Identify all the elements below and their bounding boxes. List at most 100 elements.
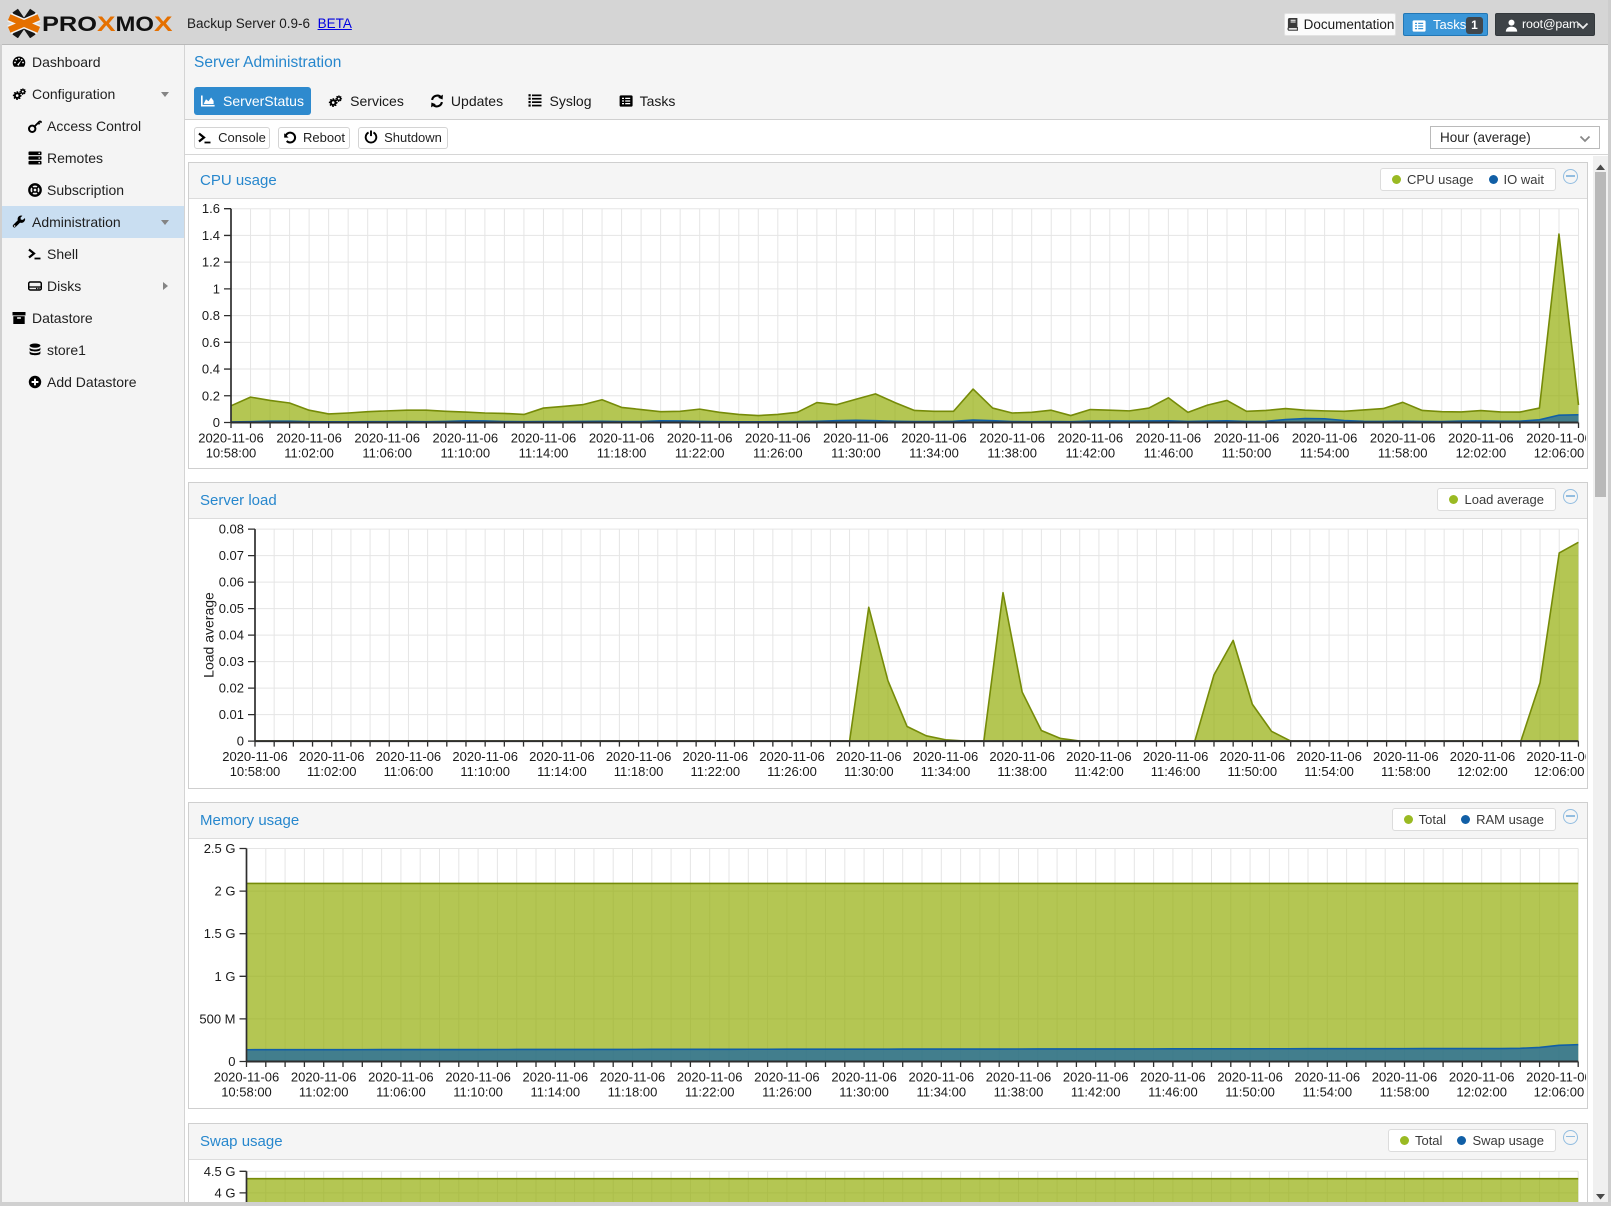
svg-text:11:10:00: 11:10:00	[453, 1085, 503, 1100]
svg-text:0: 0	[228, 1054, 235, 1069]
svg-text:2020-11-06: 2020-11-06	[667, 431, 733, 446]
svg-text:10:58:00: 10:58:00	[221, 1085, 272, 1100]
svg-text:10:58:00: 10:58:00	[206, 446, 257, 461]
svg-text:12:06:00: 12:06:00	[1534, 764, 1585, 779]
svg-text:2020-11-06: 2020-11-06	[989, 749, 1055, 764]
svg-text:2 G: 2 G	[215, 884, 236, 899]
svg-text:11:14:00: 11:14:00	[530, 1085, 580, 1100]
svg-text:11:02:00: 11:02:00	[307, 764, 357, 779]
svg-text:11:02:00: 11:02:00	[299, 1085, 349, 1100]
svg-text:2020-11-06: 2020-11-06	[1295, 1070, 1361, 1085]
svg-text:0.07: 0.07	[219, 548, 244, 563]
svg-text:11:06:00: 11:06:00	[362, 446, 412, 461]
svg-text:11:30:00: 11:30:00	[839, 1085, 889, 1100]
svg-text:0: 0	[237, 734, 244, 749]
svg-text:0.4: 0.4	[202, 362, 220, 377]
svg-text:11:06:00: 11:06:00	[376, 1085, 426, 1100]
svg-text:2020-11-06: 2020-11-06	[1373, 749, 1439, 764]
svg-text:2020-11-06: 2020-11-06	[1370, 431, 1436, 446]
svg-text:2020-11-06: 2020-11-06	[433, 431, 499, 446]
svg-text:0.01: 0.01	[219, 707, 244, 722]
svg-text:11:02:00: 11:02:00	[284, 446, 334, 461]
svg-text:12:06:00: 12:06:00	[1534, 1085, 1585, 1100]
svg-text:11:26:00: 11:26:00	[762, 1085, 812, 1100]
svg-text:500 M: 500 M	[199, 1011, 235, 1026]
svg-text:11:46:00: 11:46:00	[1148, 1085, 1198, 1100]
svg-text:2020-11-06: 2020-11-06	[1526, 1070, 1586, 1085]
svg-text:PRO: PRO	[42, 12, 97, 36]
svg-text:X: X	[97, 12, 116, 36]
svg-text:2020-11-06: 2020-11-06	[831, 1070, 897, 1085]
svg-text:2020-11-06: 2020-11-06	[600, 1070, 666, 1085]
svg-text:11:22:00: 11:22:00	[690, 764, 740, 779]
svg-text:1.5 G: 1.5 G	[204, 926, 236, 941]
svg-text:0: 0	[213, 415, 220, 430]
svg-text:2020-11-06: 2020-11-06	[523, 1070, 589, 1085]
svg-text:4.5 G: 4.5 G	[204, 1163, 236, 1178]
svg-text:1 G: 1 G	[215, 969, 236, 984]
svg-text:11:42:00: 11:42:00	[1071, 1085, 1121, 1100]
svg-text:2020-11-06: 2020-11-06	[1220, 749, 1286, 764]
svg-text:2020-11-06: 2020-11-06	[368, 1070, 434, 1085]
svg-text:MO: MO	[116, 12, 155, 36]
svg-text:2020-11-06: 2020-11-06	[198, 431, 264, 446]
svg-text:1.2: 1.2	[202, 255, 220, 270]
svg-text:2020-11-06: 2020-11-06	[901, 431, 967, 446]
svg-text:2020-11-06: 2020-11-06	[1372, 1070, 1438, 1085]
svg-text:11:18:00: 11:18:00	[614, 764, 664, 779]
svg-text:2020-11-06: 2020-11-06	[1450, 749, 1516, 764]
svg-text:11:54:00: 11:54:00	[1300, 446, 1350, 461]
svg-text:1.4: 1.4	[202, 228, 220, 243]
svg-text:2020-11-06: 2020-11-06	[683, 749, 749, 764]
svg-text:11:10:00: 11:10:00	[440, 446, 490, 461]
svg-text:1.6: 1.6	[202, 201, 220, 216]
svg-text:2020-11-06: 2020-11-06	[1136, 431, 1202, 446]
svg-text:2020-11-06: 2020-11-06	[754, 1070, 820, 1085]
svg-text:11:54:00: 11:54:00	[1302, 1085, 1352, 1100]
svg-text:11:18:00: 11:18:00	[608, 1085, 658, 1100]
svg-text:11:06:00: 11:06:00	[384, 764, 434, 779]
svg-text:0.04: 0.04	[219, 628, 244, 643]
svg-text:2020-11-06: 2020-11-06	[354, 431, 420, 446]
svg-text:11:38:00: 11:38:00	[994, 1085, 1044, 1100]
svg-text:12:02:00: 12:02:00	[1456, 1085, 1507, 1100]
svg-text:2020-11-06: 2020-11-06	[589, 431, 655, 446]
svg-text:11:58:00: 11:58:00	[1380, 1085, 1430, 1100]
svg-text:11:38:00: 11:38:00	[987, 446, 1037, 461]
svg-text:2020-11-06: 2020-11-06	[909, 1070, 975, 1085]
svg-text:1: 1	[213, 281, 220, 296]
svg-text:11:54:00: 11:54:00	[1304, 764, 1354, 779]
svg-text:11:10:00: 11:10:00	[460, 764, 510, 779]
svg-text:2020-11-06: 2020-11-06	[1063, 1070, 1129, 1085]
svg-text:0.2: 0.2	[202, 388, 220, 403]
svg-text:2020-11-06: 2020-11-06	[376, 749, 442, 764]
svg-text:11:50:00: 11:50:00	[1222, 446, 1272, 461]
svg-text:11:46:00: 11:46:00	[1144, 446, 1194, 461]
svg-text:2020-11-06: 2020-11-06	[299, 749, 365, 764]
svg-text:0.08: 0.08	[219, 522, 244, 537]
svg-text:2020-11-06: 2020-11-06	[445, 1070, 511, 1085]
svg-text:11:22:00: 11:22:00	[675, 446, 725, 461]
svg-text:2.5 G: 2.5 G	[204, 841, 236, 856]
svg-text:X: X	[154, 12, 173, 36]
svg-text:2020-11-06: 2020-11-06	[276, 431, 342, 446]
svg-text:2020-11-06: 2020-11-06	[529, 749, 595, 764]
svg-text:2020-11-06: 2020-11-06	[1143, 749, 1209, 764]
svg-text:2020-11-06: 2020-11-06	[836, 749, 902, 764]
svg-text:2020-11-06: 2020-11-06	[1217, 1070, 1283, 1085]
svg-text:2020-11-06: 2020-11-06	[452, 749, 518, 764]
svg-text:2020-11-06: 2020-11-06	[986, 1070, 1052, 1085]
svg-text:2020-11-06: 2020-11-06	[1066, 749, 1132, 764]
svg-text:11:30:00: 11:30:00	[831, 446, 881, 461]
svg-text:11:58:00: 11:58:00	[1378, 446, 1428, 461]
svg-text:11:38:00: 11:38:00	[997, 764, 1047, 779]
svg-text:0.8: 0.8	[202, 308, 220, 323]
svg-text:2020-11-06: 2020-11-06	[291, 1070, 357, 1085]
svg-text:Load average: Load average	[201, 592, 217, 678]
svg-text:10:58:00: 10:58:00	[230, 764, 281, 779]
svg-text:11:46:00: 11:46:00	[1151, 764, 1201, 779]
svg-text:12:02:00: 12:02:00	[1457, 764, 1508, 779]
svg-text:2020-11-06: 2020-11-06	[511, 431, 577, 446]
svg-text:11:26:00: 11:26:00	[767, 764, 817, 779]
svg-text:12:02:00: 12:02:00	[1456, 446, 1507, 461]
